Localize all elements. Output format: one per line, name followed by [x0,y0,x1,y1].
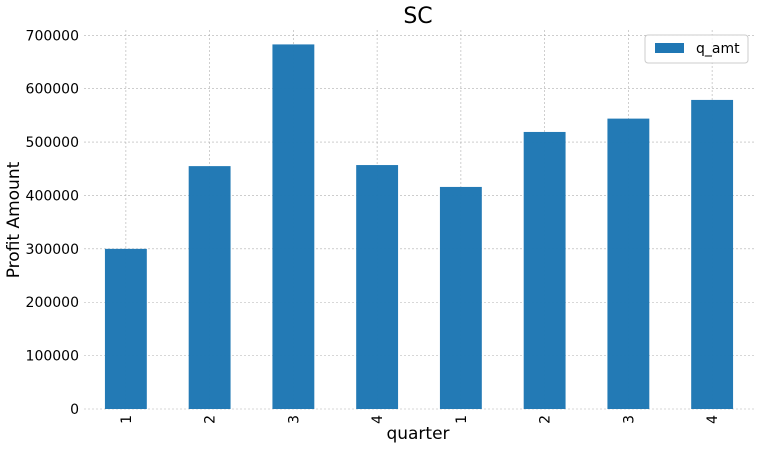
x-tick-label: 2 [538,415,554,424]
x-tick-label: 1 [119,415,135,424]
legend: q_amt [644,34,749,64]
chart-title: SC [403,4,432,29]
bar [356,165,399,409]
x-tick-label: 2 [203,415,219,424]
y-tick-label: 200000 [26,295,79,311]
x-axis-label: quarter [386,424,449,444]
bars-layer [104,44,734,410]
y-tick-label: 400000 [26,188,79,204]
y-tick-label: 700000 [26,28,79,44]
x-tick-label: 3 [621,415,637,424]
x-tick-labels: 1 2 3 4 1 2 3 4 [119,415,721,424]
y-tick-label: 500000 [26,135,79,151]
y-tick-label: 100000 [26,349,79,365]
y-tick-labels: 0 100000 200000 300000 400000 500000 600000 700… [26,28,79,418]
bar [188,166,231,409]
x-tick-label: 4 [705,415,721,424]
bar [523,131,566,409]
x-tick-label: 1 [454,415,470,424]
bar [691,99,734,410]
x-tick-label: 3 [286,415,302,424]
y-axis-label: Profit Amount [4,161,24,278]
bar [607,118,650,409]
bar [104,248,147,409]
legend-swatch [655,43,684,53]
legend-box [644,34,749,64]
legend-label: q_amt [696,41,740,57]
bar [272,44,315,409]
grid-layer [84,30,754,410]
bar [439,186,482,409]
y-tick-label: 600000 [26,82,79,98]
y-tick-label: 0 [70,402,79,418]
x-tick-label: 4 [370,415,386,424]
y-tick-label: 300000 [26,242,79,258]
